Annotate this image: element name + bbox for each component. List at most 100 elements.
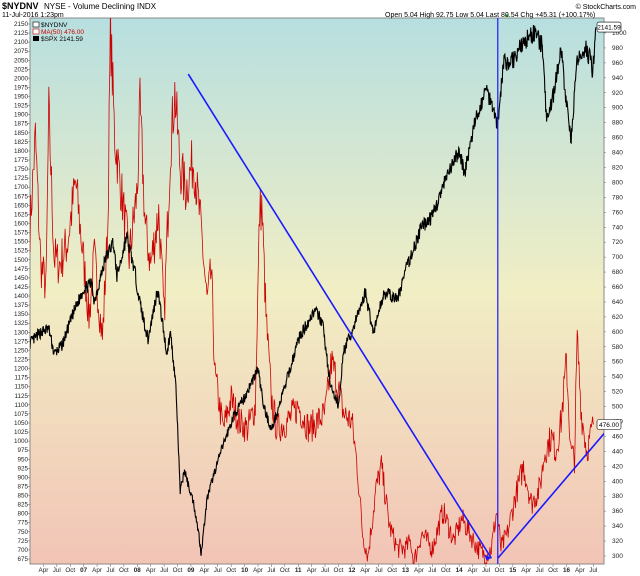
left-tick-label: 1700: [14, 184, 29, 191]
left-tick-label: 1500: [14, 257, 29, 264]
legend-swatch-spx: [33, 36, 39, 41]
trendline-arrowhead: [484, 554, 492, 561]
left-tick-label: 1025: [14, 429, 29, 436]
right-tick-label: 920: [612, 90, 623, 97]
x-tick-label: Oct: [280, 567, 290, 574]
right-tick-label: 320: [612, 538, 623, 545]
left-tick-label: 900: [17, 474, 28, 481]
plot-area: [29, 17, 605, 565]
x-tick-label: Jul: [375, 567, 383, 574]
x-tick-label: Jul: [321, 567, 329, 574]
series-layer: [30, 18, 597, 564]
left-tick-label: 875: [17, 483, 28, 490]
left-tick-label: 950: [17, 456, 28, 463]
left-tick-label: 1450: [14, 275, 29, 282]
right-tick-label: 1000: [612, 30, 627, 37]
left-tick-label: 1000: [14, 438, 29, 445]
left-tick-label: 1225: [14, 357, 29, 364]
right-tick-label: 500: [612, 404, 623, 411]
x-tick-label: 15: [509, 567, 517, 574]
x-tick-label: Apr: [39, 567, 49, 574]
x-tick-label: Jul: [106, 567, 114, 574]
legend-item-spx: $SPX 2141.59: [41, 36, 83, 43]
right-tick-label: 740: [612, 224, 623, 231]
left-tick-label: 675: [17, 556, 28, 563]
left-tick-label: 1850: [14, 130, 29, 137]
right-tick-label: 680: [612, 269, 623, 276]
right-axis: 1000 980 960 940 920 900 880 860 840 820 800 780 760…: [604, 30, 627, 560]
series-line-spx: [30, 24, 597, 556]
left-tick-label: 1400: [14, 293, 29, 300]
left-tick-label: 1725: [14, 175, 29, 182]
x-tick-label: Jul: [53, 567, 61, 574]
last-value-label: 2141.59: [597, 25, 621, 32]
x-tick-label: Oct: [494, 567, 504, 574]
watermark: © StockCharts.com: [576, 3, 637, 11]
right-tick-label: 960: [612, 60, 623, 67]
right-tick-label: 360: [612, 508, 623, 515]
right-tick-label: 760: [612, 209, 623, 216]
right-tick-label: 800: [612, 179, 623, 186]
x-tick-label: 13: [402, 567, 410, 574]
right-tick-label: 440: [612, 448, 623, 455]
left-tick-label: 1650: [14, 202, 29, 209]
header-ohlc: Open 5.04 High 92.75 Low 5.04 Last 80.54…: [385, 12, 595, 19]
last-value-box: [596, 419, 622, 430]
x-tick-label: 07: [80, 567, 88, 574]
left-tick-label: 1300: [14, 329, 29, 336]
x-tick-label: Apr: [468, 567, 478, 574]
left-tick-label: 1350: [14, 311, 29, 318]
right-tick-label: 400: [612, 478, 623, 485]
x-tick-label: Jul: [589, 567, 597, 574]
right-tick-label: 700: [612, 254, 623, 261]
x-tick-label: Jul: [536, 567, 544, 574]
left-tick-label: 1325: [14, 320, 29, 327]
right-tick-label: 300: [612, 553, 623, 560]
right-tick-label: 540: [612, 374, 623, 381]
x-tick-label: 09: [187, 567, 195, 574]
trendline-1: [187, 73, 493, 559]
trendline-2: [497, 432, 604, 559]
left-axis: 2150 2125 2100 2075 2050 2025 2000 1975 1950 1925…: [14, 21, 30, 563]
left-tick-label: 1875: [14, 121, 29, 128]
x-tick-label: 08: [134, 567, 142, 574]
left-tick-label: 2000: [14, 75, 29, 82]
legend-swatch-nydnv: [32, 21, 40, 28]
x-tick-label: Apr: [199, 567, 209, 574]
x-tick-label: 11: [295, 567, 302, 574]
last-value-box: [596, 21, 622, 33]
right-tick-label: 900: [612, 105, 623, 112]
x-tick-label: Apr: [575, 567, 585, 574]
right-tick-label: 980: [612, 45, 623, 52]
right-tick-label: 940: [612, 75, 623, 82]
right-tick-label: 620: [612, 314, 623, 321]
x-tick-label: Jul: [428, 567, 436, 574]
left-tick-label: 1950: [14, 94, 29, 101]
left-tick-label: 1975: [14, 84, 29, 91]
right-tick-label: 820: [612, 164, 623, 171]
right-tick-label: 780: [612, 194, 623, 201]
right-tick-label: 560: [612, 359, 623, 366]
left-tick-label: 750: [17, 529, 28, 536]
x-tick-label: Jul: [214, 567, 222, 574]
x-tick-label: Apr: [253, 567, 263, 574]
left-tick-label: 1175: [14, 375, 28, 382]
left-tick-label: 1600: [14, 220, 29, 227]
left-tick-label: 1925: [14, 103, 29, 110]
left-tick-label: 2050: [14, 57, 29, 64]
left-tick-label: 1475: [14, 266, 29, 273]
left-tick-label: 725: [17, 538, 28, 545]
x-tick-label: 16: [563, 567, 571, 574]
x-tick-label: Jul: [160, 567, 168, 574]
last-value-label: 476.00: [599, 422, 619, 429]
x-tick-label: Apr: [92, 567, 102, 574]
left-tick-label: 1375: [14, 302, 29, 309]
right-tick-label: 600: [612, 329, 623, 336]
header-symbol: $NYDNV: [2, 1, 39, 11]
right-tick-label: 420: [612, 463, 623, 470]
legend: $NYDNV MA(50) 476.00 $SPX 2141.59: [32, 21, 84, 43]
x-tick-label: Oct: [119, 567, 129, 574]
left-tick-label: 1100: [14, 402, 28, 409]
right-tick-label: 880: [612, 120, 623, 127]
